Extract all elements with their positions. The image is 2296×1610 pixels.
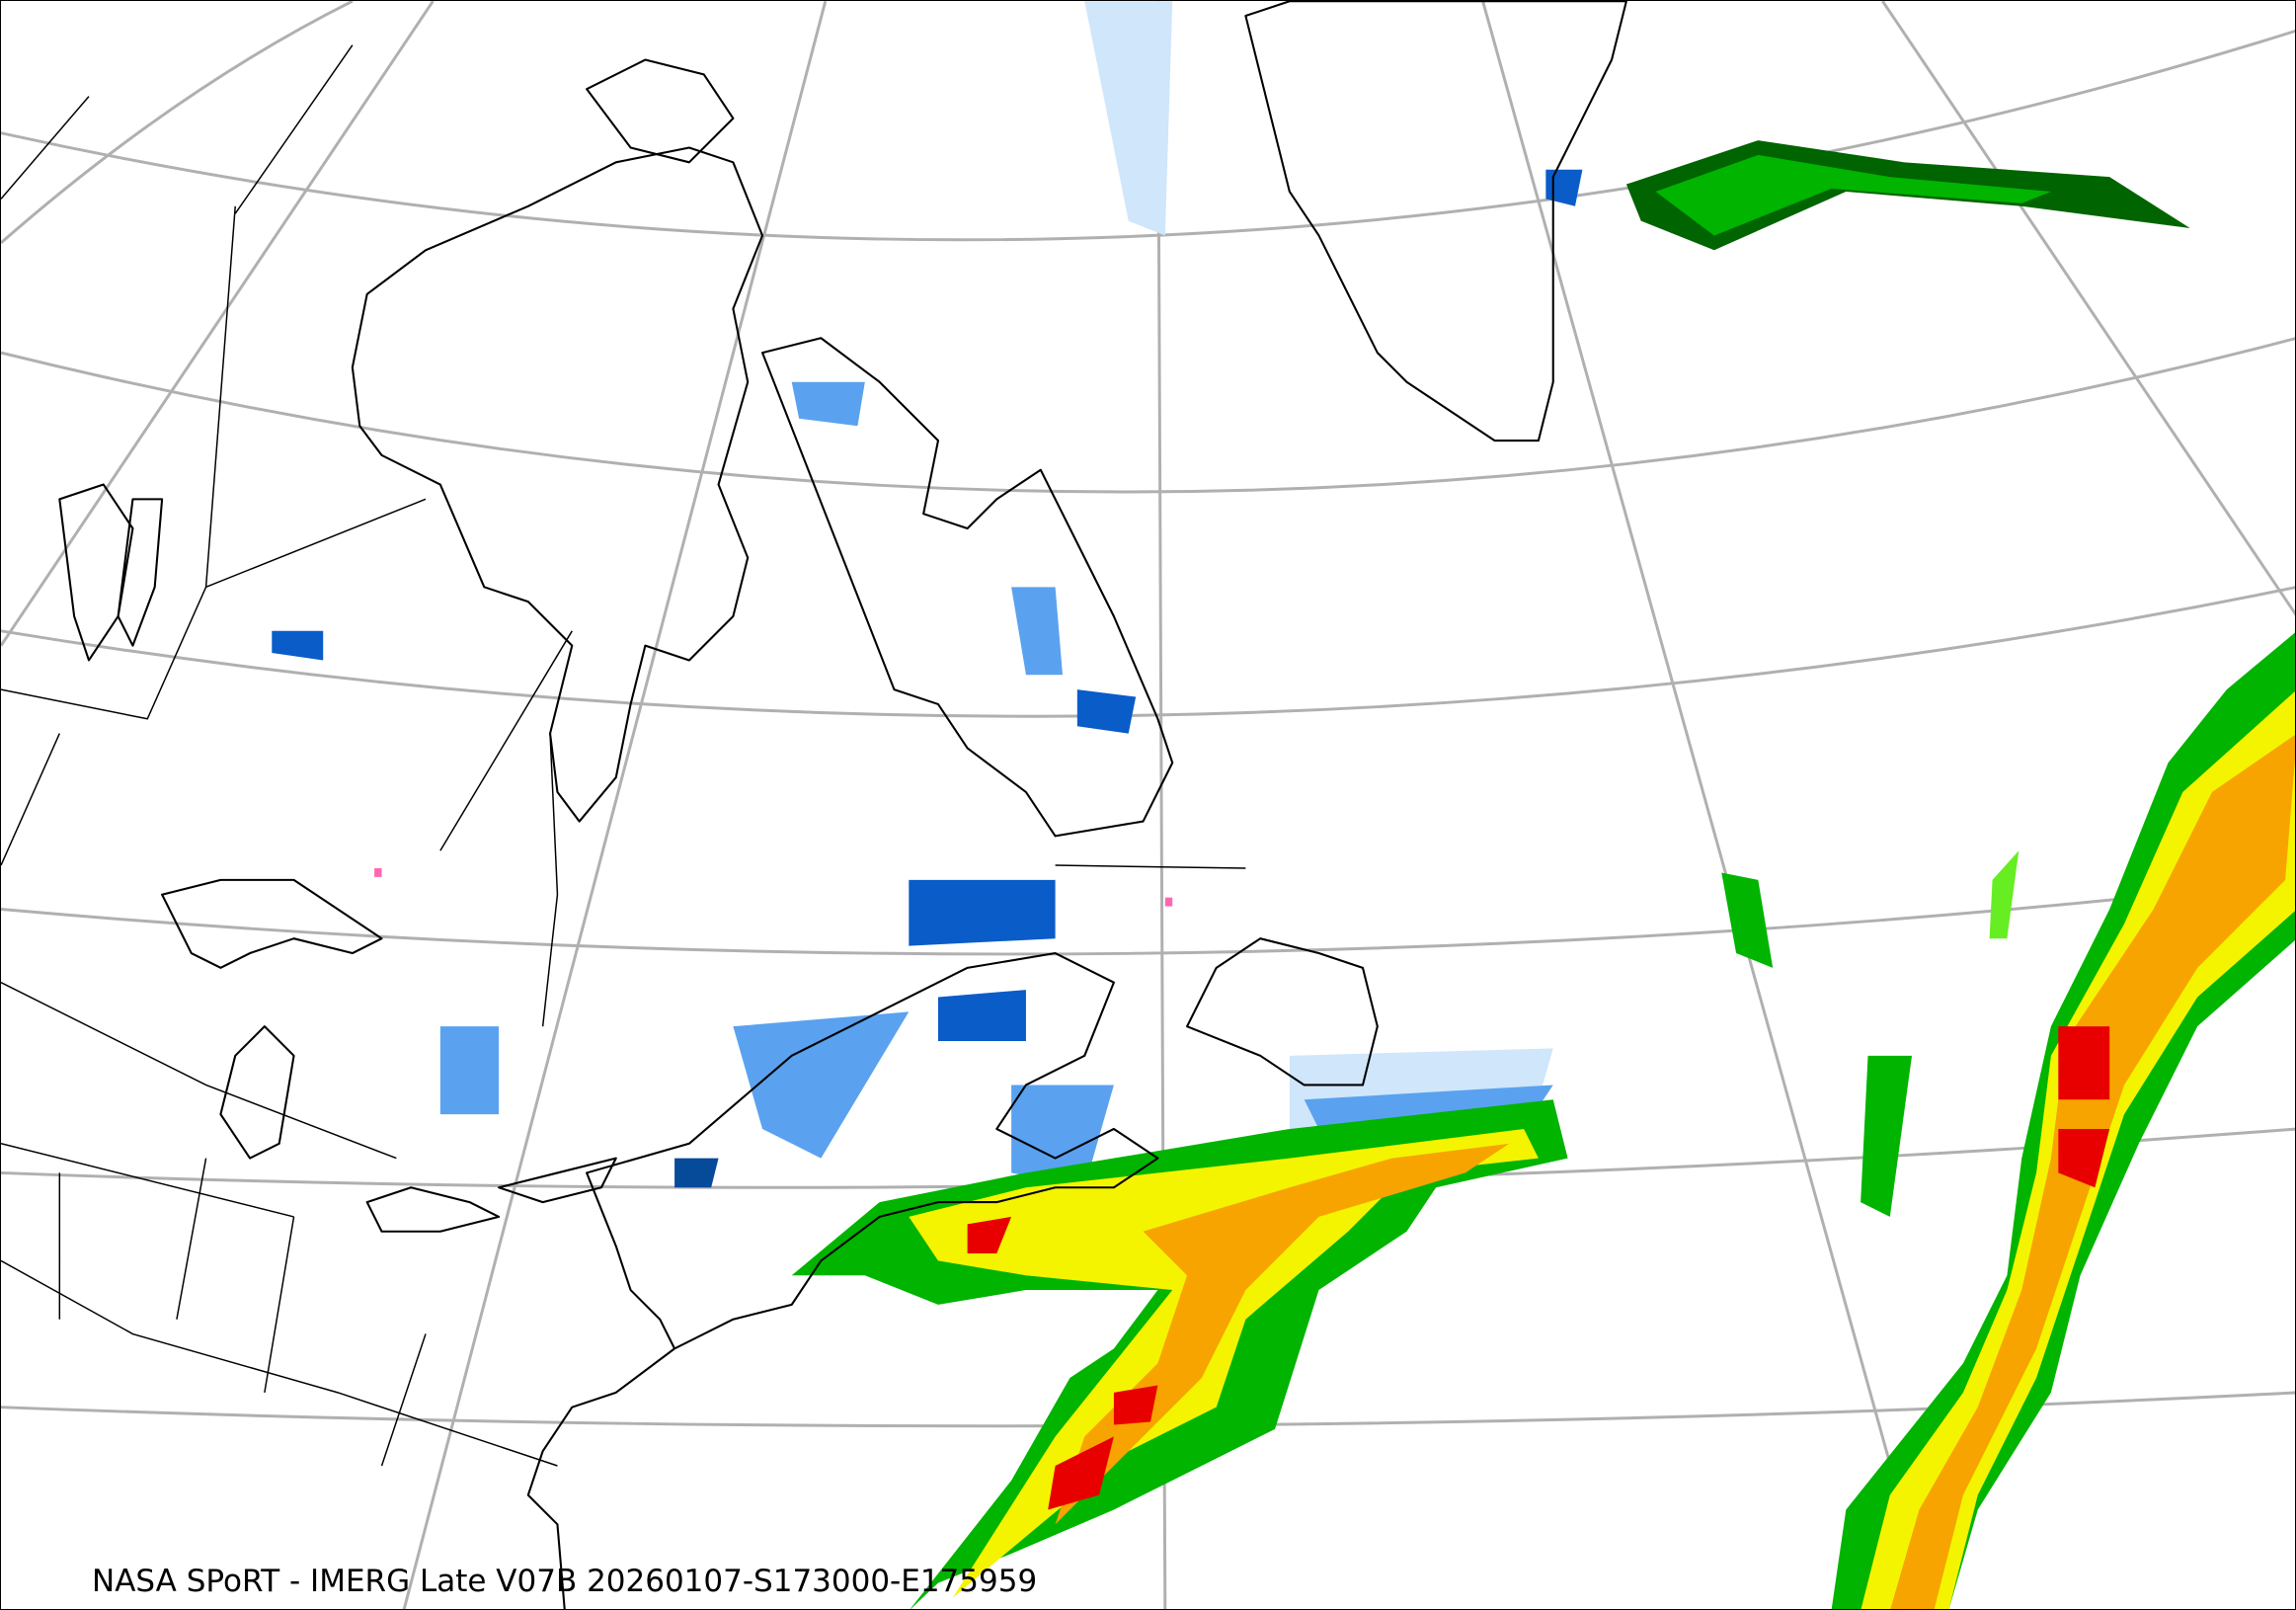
arctic-islands-coast xyxy=(58,483,164,662)
coastlines xyxy=(58,1,1627,1609)
meridian-line xyxy=(1881,1,2295,616)
meridian-line xyxy=(1,1,435,647)
us-east-coast xyxy=(526,1347,675,1609)
latitude-line xyxy=(1,586,2295,718)
greenland-coast xyxy=(1244,1,1627,443)
newfoundland-coast xyxy=(1186,937,1379,1087)
hudson-bay-coast xyxy=(351,146,764,823)
precipitation-snow xyxy=(272,1,1583,1188)
latitude-line xyxy=(1,29,2295,242)
meridian-line xyxy=(402,1,828,1609)
baffin-coast xyxy=(586,58,735,164)
latitude-line xyxy=(1,337,2295,494)
political-borders xyxy=(1,44,1246,1467)
province-border xyxy=(1,44,1246,1467)
meridian-line xyxy=(1481,1,1933,1609)
map-caption: NASA SPoRT - IMERG Late V07B 20260107-S1… xyxy=(92,1564,1038,1599)
latitude-line xyxy=(1,878,2295,956)
gulf-st-lawrence-coast xyxy=(586,951,1159,1350)
latitude-line xyxy=(1,1,354,244)
labrador-coast xyxy=(761,337,1174,838)
great-lakes-coast xyxy=(161,878,617,1233)
precipitation-rain xyxy=(791,140,2295,1609)
